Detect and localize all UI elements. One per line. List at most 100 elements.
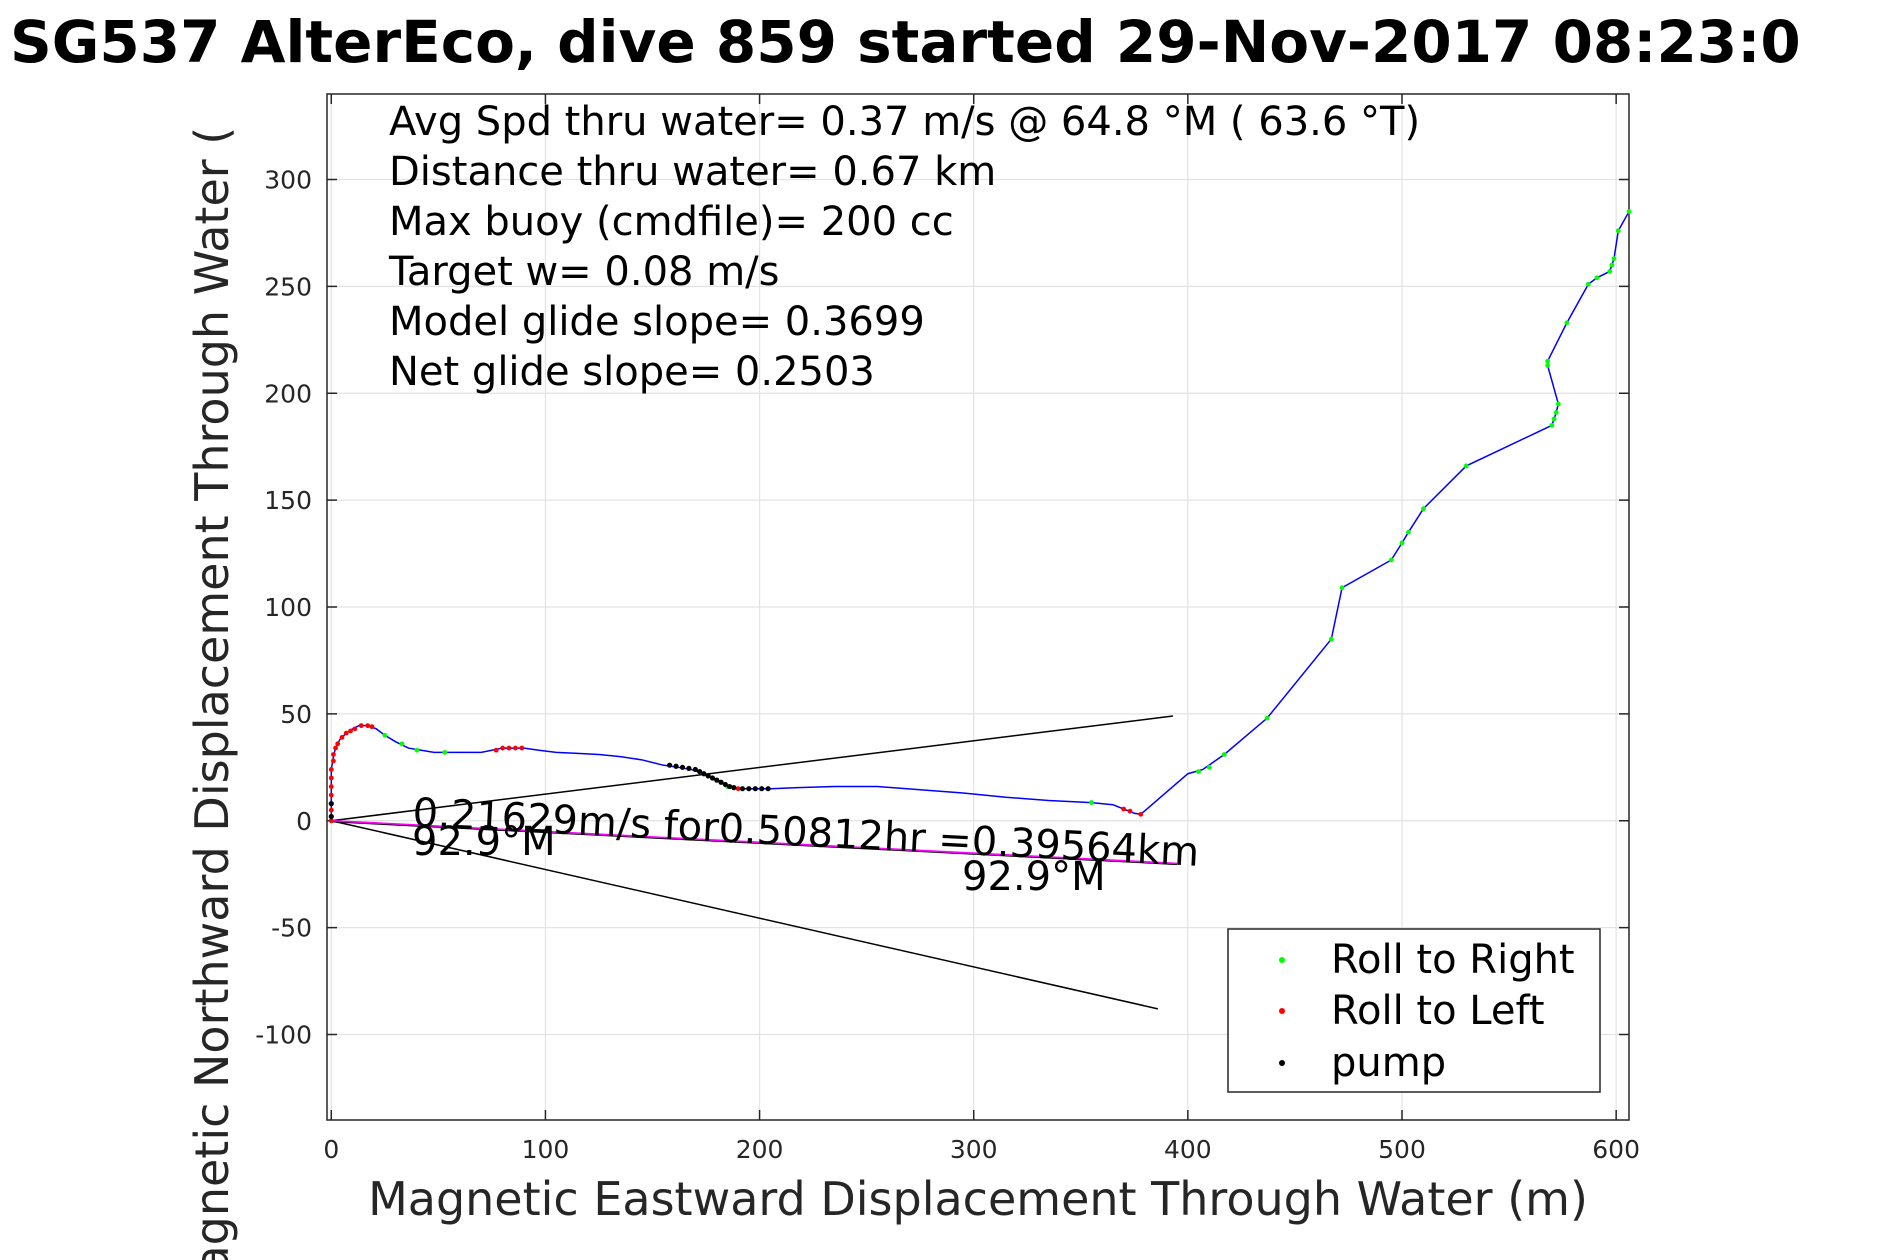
- current-vector-line: [331, 819, 1178, 865]
- roll-left-point: [365, 723, 371, 729]
- roll-left-point: [1138, 811, 1144, 817]
- roll-left-point: [335, 741, 341, 747]
- roll-left-point: [339, 734, 345, 740]
- roll-left-point: [331, 752, 336, 757]
- roll-right-point: [1553, 410, 1559, 415]
- roll-left-point: [343, 730, 349, 736]
- y-tick-label: 200: [264, 379, 312, 408]
- roll-right-point: [442, 749, 448, 755]
- x-tick-label: 400: [1164, 1135, 1212, 1164]
- roll-right-point: [1463, 463, 1469, 469]
- roll-left-point: [513, 745, 518, 751]
- roll-left-point: [1121, 806, 1127, 812]
- roll-left-point: [328, 807, 334, 813]
- roll-right-point: [1221, 752, 1227, 757]
- current-vector-outline: [331, 821, 1178, 866]
- roll-right-point: [1545, 363, 1551, 368]
- pump-point: [686, 765, 692, 771]
- pump-point: [718, 779, 724, 785]
- pump-point: [673, 763, 679, 769]
- roll-left-point: [328, 784, 334, 789]
- x-tick-label: 0: [323, 1135, 339, 1164]
- roll-right-point: [1264, 715, 1270, 721]
- stats-block: Avg Spd thru water= 0.37 m/s @ 64.8 °M (…: [388, 99, 1420, 395]
- pump-point: [765, 786, 771, 792]
- roll-right-point: [1626, 209, 1632, 214]
- x-tick-label: 300: [950, 1135, 998, 1164]
- roll-right-point: [1607, 269, 1613, 274]
- roll-left-point: [506, 745, 512, 751]
- roll-right-point: [1339, 585, 1345, 591]
- x-axis-ticks: 0 100 200 300 400 500 600: [323, 94, 1640, 1164]
- roll-right-point: [1549, 422, 1555, 428]
- heading-bound-line: [331, 820, 1159, 1010]
- x-tick-label: 100: [522, 1135, 570, 1164]
- pump-point: [722, 781, 728, 788]
- legend-marker-roll-right: [1279, 957, 1285, 963]
- roll-right-point: [1196, 769, 1201, 774]
- legend-marker-pump: [1279, 1060, 1285, 1066]
- roll-right-point: [1388, 557, 1394, 563]
- legend-box: [1227, 928, 1601, 1093]
- roll-right-point: [1328, 636, 1334, 642]
- y-tick-label: -100: [255, 1021, 312, 1050]
- roll-left-point: [493, 747, 499, 753]
- pump-point: [679, 764, 686, 770]
- pump-point: [701, 771, 707, 777]
- roll-right-point: [1564, 320, 1570, 326]
- roll-right-point: [1399, 540, 1405, 546]
- track-points: [328, 209, 1632, 824]
- roll-left-point: [328, 775, 334, 781]
- roll-left-point: [348, 728, 353, 734]
- roll-right-point: [1545, 358, 1551, 364]
- pump-point: [697, 768, 703, 775]
- pump-point: [752, 786, 758, 792]
- roll-right-point: [1421, 506, 1426, 512]
- roll-right-point: [1089, 800, 1094, 805]
- pump-point: [667, 762, 673, 768]
- pump-point: [705, 773, 711, 779]
- roll-left-point: [352, 726, 358, 732]
- heading-end-label: 92.9°M: [962, 854, 1106, 900]
- roll-right-point: [382, 732, 388, 738]
- y-tick-label: 250: [264, 272, 312, 301]
- roll-right-point: [1585, 281, 1591, 287]
- y-tick-label: 300: [264, 166, 312, 195]
- stat-avg-speed: Avg Spd thru water= 0.37 m/s @ 64.8 °M (…: [389, 99, 1420, 145]
- pump-point: [714, 777, 720, 783]
- x-tick-label: 500: [1378, 1135, 1426, 1164]
- x-axis-label: Magnetic Eastward Displacement Through W…: [368, 1172, 1588, 1226]
- legend-label-roll-left: Roll to Left: [1331, 988, 1545, 1034]
- roll-right-point: [1594, 275, 1600, 281]
- grid-lines: [327, 94, 1629, 1120]
- roll-right-point: [1555, 401, 1561, 407]
- stat-model-glide-slope: Model glide slope= 0.3699: [389, 299, 925, 345]
- roll-right-point: [1551, 416, 1557, 422]
- heading-bound-line: [331, 715, 1173, 822]
- y-axis-ticks: -100 -50 0 50 100 150 200 250 300: [255, 166, 1629, 1050]
- x-tick-label: 600: [1592, 1135, 1640, 1164]
- y-tick-label: 0: [296, 807, 312, 836]
- roll-right-point: [1611, 256, 1617, 261]
- roll-left-point: [369, 724, 375, 730]
- roll-right-point: [1615, 228, 1621, 234]
- legend-label-pump: pump: [1331, 1040, 1446, 1086]
- x-tick-label: 200: [736, 1135, 784, 1164]
- roll-right-point: [1406, 529, 1411, 535]
- stat-distance: Distance thru water= 0.67 km: [389, 149, 996, 195]
- reference-lines: [331, 715, 1178, 1010]
- pump-point: [692, 766, 698, 773]
- roll-right-point: [399, 741, 405, 747]
- pump-point: [726, 783, 733, 790]
- stat-target-w: Target w= 0.08 m/s: [388, 249, 779, 295]
- roll-right-point: [414, 747, 420, 753]
- roll-left-point: [328, 792, 334, 798]
- y-axis-label: Magnetic Northward Displacement Through …: [185, 127, 239, 1260]
- legend: Roll to Right Roll to Left pump: [1227, 928, 1601, 1093]
- pump-point: [759, 786, 765, 792]
- stat-max-buoy: Max buoy (cmdfile)= 200 cc: [389, 199, 954, 245]
- pump-point: [746, 786, 752, 792]
- roll-left-point: [333, 745, 338, 751]
- y-tick-label: 150: [264, 486, 312, 515]
